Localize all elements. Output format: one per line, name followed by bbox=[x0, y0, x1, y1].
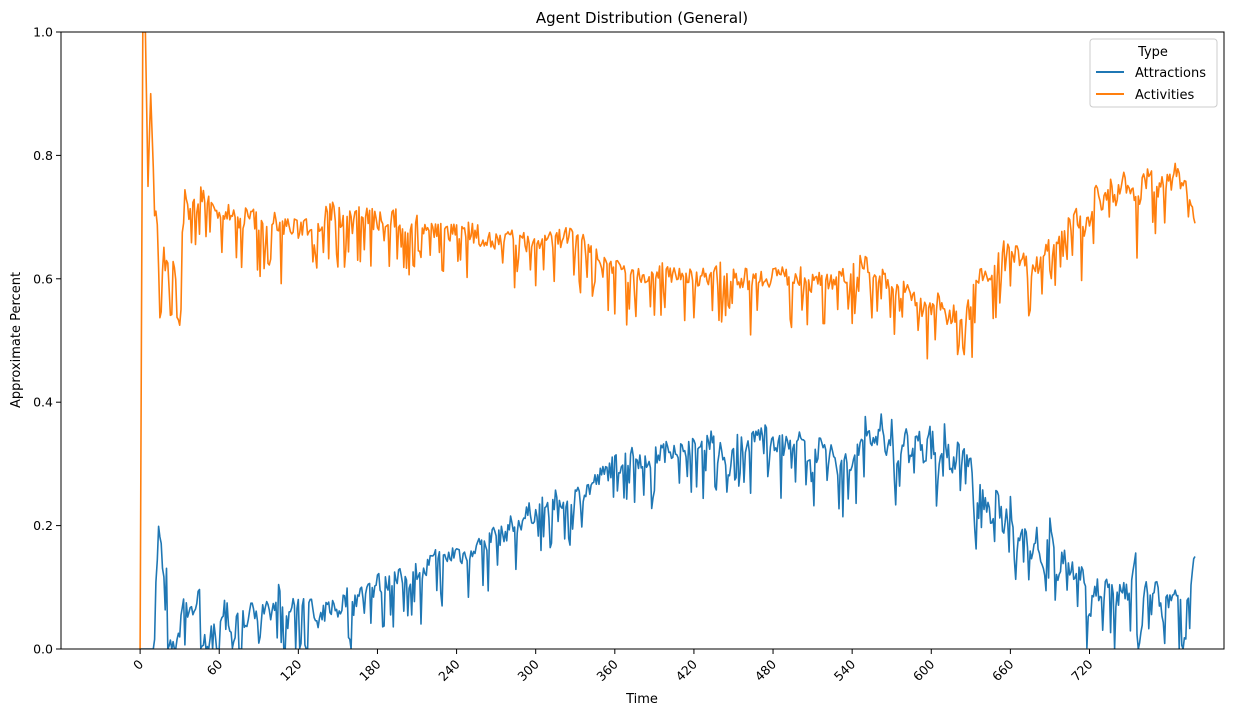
x-tick-label: 420 bbox=[673, 656, 701, 684]
legend-box bbox=[1089, 38, 1218, 108]
y-tick-label: 0.6 bbox=[33, 271, 53, 286]
legend-title: Type bbox=[1137, 45, 1168, 60]
x-tick-label: 480 bbox=[752, 656, 780, 684]
x-tick-label: 540 bbox=[831, 656, 859, 684]
legend-label-activities: Activities bbox=[1135, 88, 1195, 103]
y-axis-label: Approximate Percent bbox=[9, 272, 24, 408]
series-line-activities bbox=[139, 32, 1196, 649]
x-tick-label: 720 bbox=[1068, 656, 1096, 684]
y-axis: 0.0 0.2 0.4 0.6 0.8 1.0 bbox=[33, 25, 61, 657]
x-tick-label: 0 bbox=[130, 656, 146, 672]
y-tick-label: 0.4 bbox=[33, 395, 53, 410]
y-tick-label: 0.0 bbox=[33, 642, 53, 657]
x-tick-label: 300 bbox=[514, 656, 542, 684]
x-tick-label: 660 bbox=[989, 656, 1017, 684]
x-tick-label: 60 bbox=[203, 656, 225, 678]
y-tick-label: 0.8 bbox=[33, 148, 53, 163]
x-tick-label: 360 bbox=[593, 656, 621, 684]
plot-area bbox=[139, 32, 1196, 649]
chart-title: Agent Distribution (General) bbox=[536, 9, 748, 27]
x-axis-label: Time bbox=[625, 692, 658, 707]
x-axis: 0 60 120 180 240 300 360 420 480 540 600 660 720 bbox=[130, 649, 1096, 684]
x-tick-label: 240 bbox=[435, 656, 463, 684]
y-tick-label: 1.0 bbox=[33, 25, 53, 40]
plot-frame bbox=[60, 31, 1225, 650]
x-tick-label: 120 bbox=[277, 656, 305, 684]
x-tick-label: 600 bbox=[910, 656, 938, 684]
x-tick-label: 180 bbox=[356, 656, 384, 684]
legend: Type Attractions Activities bbox=[1089, 38, 1218, 108]
legend-label-attractions: Attractions bbox=[1135, 66, 1206, 81]
series-line-attractions bbox=[140, 413, 1196, 649]
y-tick-label: 0.2 bbox=[33, 518, 53, 533]
